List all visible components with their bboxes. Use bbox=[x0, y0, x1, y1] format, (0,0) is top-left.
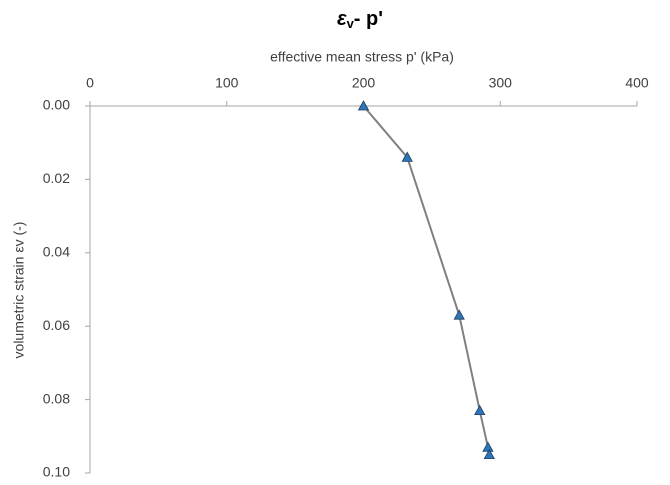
y-tick-label: 0.00 bbox=[43, 97, 70, 113]
marker bbox=[357, 100, 370, 111]
y-tick-label: 0.06 bbox=[43, 317, 70, 333]
x-tick-label: 0 bbox=[86, 75, 94, 91]
title-subscript: v bbox=[347, 16, 355, 31]
title-text: - p' bbox=[354, 8, 383, 30]
marker bbox=[401, 151, 413, 162]
y-tick-label: 0.04 bbox=[43, 244, 70, 260]
x-tick-label: 400 bbox=[625, 75, 649, 91]
y-tick-label: 0.02 bbox=[43, 170, 70, 186]
marker bbox=[482, 441, 494, 452]
title-symbol: ε bbox=[337, 8, 347, 30]
marker bbox=[474, 404, 486, 416]
marker bbox=[483, 448, 495, 460]
x-tick-label: 100 bbox=[215, 75, 239, 91]
x-axis-label: effective mean stress p' (kPa) bbox=[270, 49, 454, 65]
y-tick-label: 0.08 bbox=[43, 390, 70, 406]
marker bbox=[453, 309, 465, 320]
series-line bbox=[362, 105, 491, 455]
chart-title: εv- p' bbox=[337, 8, 383, 31]
x-tick-label: 200 bbox=[352, 75, 376, 91]
y-axis-label: volumetric strain εv (-) bbox=[11, 222, 27, 359]
y-tick-label: 0.10 bbox=[43, 464, 70, 480]
x-tick-label: 300 bbox=[489, 75, 513, 91]
